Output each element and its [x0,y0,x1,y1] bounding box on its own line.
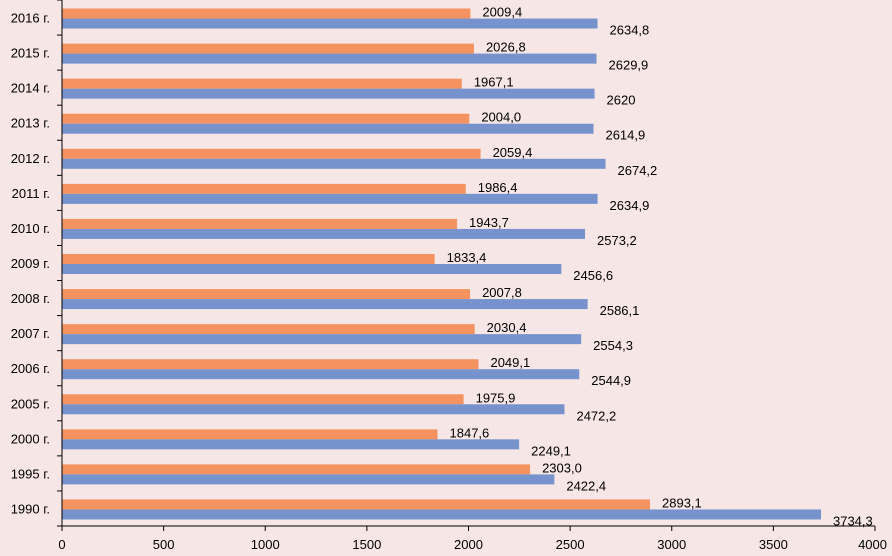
x-tick-label: 0 [58,537,65,552]
bar-series-1 [62,43,474,54]
category-label: 2010 г. [11,221,50,236]
bar-series-1 [62,218,458,229]
x-tick-label: 2500 [556,537,585,552]
bar-series-1 [62,8,471,19]
bar-series-1 [62,359,479,370]
data-label: 2009,4 [482,5,522,20]
category-label: 1990 г. [11,501,50,516]
bar-series-2 [62,123,594,134]
data-label: 1847,6 [450,425,490,440]
category-label: 2013 г. [11,116,50,131]
bar-series-2 [62,158,606,169]
data-label: 2614,9 [605,128,645,143]
data-label: 2049,1 [490,355,530,370]
bar-series-2 [62,369,580,380]
bar-series-2 [62,439,520,450]
bar-series-1 [62,394,464,405]
bar-series-2 [62,509,821,520]
data-label: 1967,1 [474,75,514,90]
bar-series-1 [62,148,481,159]
category-label: 1995 г. [11,466,50,481]
bar-series-1 [62,499,651,510]
axis-layer: 0 500 1000 1500 2000 2500 3000 3500 4000 [57,0,887,552]
data-label: 2249,1 [531,443,571,458]
category-label: 2007 г. [11,326,50,341]
data-label: 2422,4 [566,478,606,493]
bar-series-2 [62,88,595,99]
data-label: 1943,7 [469,215,509,230]
bar-series-2 [62,334,582,345]
bar-series-1 [62,289,471,300]
bar-series-2 [62,299,588,310]
data-label: 2674,2 [618,163,658,178]
data-label: 2030,4 [487,320,527,335]
category-label: 2015 г. [11,46,50,61]
x-tick-label: 3000 [657,537,686,552]
x-tick-label: 1500 [352,537,381,552]
bar-series-1 [62,113,470,124]
x-tick-label: 1000 [251,537,280,552]
category-label: 2009 г. [11,256,50,271]
bar-series-2 [62,474,555,485]
data-label: 1833,4 [447,250,487,265]
category-label: 2014 г. [11,81,50,96]
labels-layer: 2016 г. 2009,4 2634,8 2015 г. 2026,8 2629,9 20… [11,5,873,529]
bar-series-1 [62,78,462,89]
bar-series-2 [62,53,597,64]
category-label: 2000 г. [11,431,50,446]
data-label: 2629,9 [609,58,649,73]
bar-series-2 [62,18,598,29]
data-label: 2634,9 [610,198,650,213]
x-tick-label: 4000 [858,537,887,552]
x-tick-label: 2000 [454,537,483,552]
data-label: 2059,4 [493,145,533,160]
bar-series-1 [62,429,438,440]
data-label: 2026,8 [486,40,526,55]
data-label: 2303,0 [542,460,582,475]
bars-layer [62,8,821,520]
data-label: 2634,8 [610,23,650,38]
category-label: 2012 г. [11,151,50,166]
data-label: 2554,3 [593,338,633,353]
bar-series-2 [62,228,586,239]
data-label: 1975,9 [476,390,516,405]
category-label: 2008 г. [11,291,50,306]
bar-series-2 [62,193,598,204]
data-label: 2456,6 [573,268,613,283]
data-label: 2586,1 [600,303,640,318]
category-label: 2006 г. [11,361,50,376]
data-label: 2472,2 [576,408,616,423]
category-label: 2016 г. [11,11,50,26]
data-label: 3734,3 [833,513,873,528]
bar-series-1 [62,324,475,335]
bar-series-1 [62,183,466,194]
x-tick-label: 500 [153,537,175,552]
category-label: 2011 г. [12,186,50,201]
data-label: 2620 [607,93,636,108]
bar-series-2 [62,264,562,274]
data-label: 2893,1 [662,495,702,510]
bar-series-1 [62,464,531,475]
data-label: 2007,8 [482,285,522,300]
data-label: 1986,4 [478,180,518,195]
data-label: 2573,2 [597,233,637,248]
bar-series-2 [62,404,565,415]
bar-series-1 [62,254,435,264]
data-label: 2004,0 [481,110,521,125]
data-label: 2544,9 [591,373,631,388]
category-label: 2005 г. [11,396,50,411]
x-tick-label: 3500 [759,537,788,552]
